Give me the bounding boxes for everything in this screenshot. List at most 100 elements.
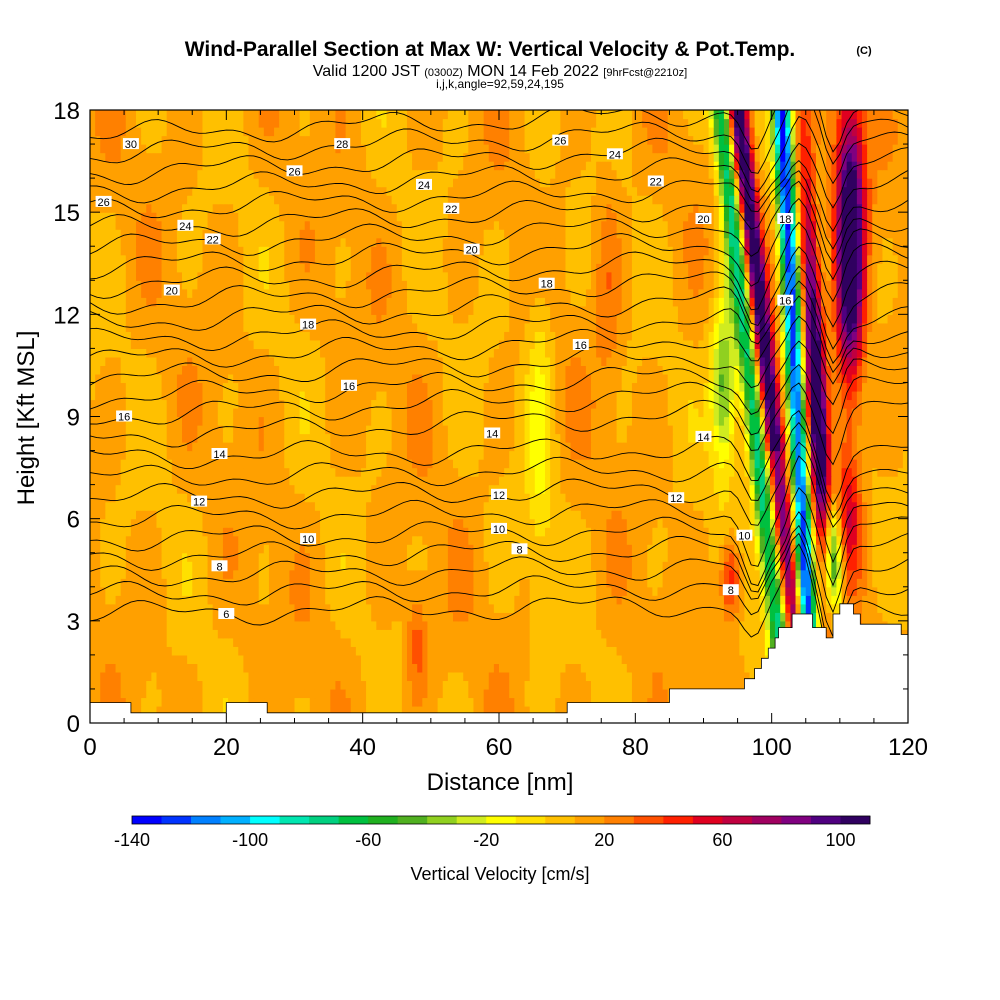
- field-cell: [95, 688, 101, 699]
- field-cell: [585, 561, 592, 571]
- field-cell: [432, 535, 439, 545]
- field-cell: [723, 654, 730, 664]
- field-cell: [156, 578, 163, 588]
- field-cell: [105, 561, 112, 571]
- field-cell: [713, 578, 720, 588]
- field-cell: [478, 595, 485, 605]
- field-cell: [534, 705, 541, 716]
- field-cell: [345, 569, 352, 579]
- field-cell: [831, 484, 838, 494]
- field-cell: [202, 603, 209, 613]
- field-cell: [151, 561, 158, 571]
- field-cell: [560, 501, 567, 511]
- field-cell: [274, 476, 280, 486]
- field-cell: [192, 535, 198, 545]
- field-cell: [258, 544, 265, 554]
- field-cell: [432, 569, 439, 579]
- field-cell: [473, 671, 480, 682]
- field-cell: [499, 561, 505, 571]
- field-cell: [166, 510, 173, 520]
- field-cell: [775, 629, 781, 639]
- field-cell: [499, 688, 505, 699]
- field-cell: [545, 705, 551, 716]
- field-cell: [514, 646, 521, 656]
- field-cell: [841, 467, 848, 477]
- field-cell: [677, 544, 684, 554]
- field-cell: [585, 595, 592, 605]
- field-cell: [447, 476, 454, 486]
- field-cell: [376, 663, 383, 673]
- field-cell: [130, 527, 137, 537]
- field-cell: [611, 552, 618, 562]
- field-cell: [519, 535, 526, 545]
- field-cell: [187, 595, 193, 605]
- field-cell: [268, 484, 275, 494]
- field-cell: [555, 493, 561, 503]
- field-cell: [268, 493, 275, 503]
- field-cell: [187, 680, 193, 690]
- field-cell: [560, 569, 567, 579]
- field-cell: [130, 697, 137, 707]
- field-cell: [693, 544, 699, 554]
- field-cell: [570, 646, 577, 656]
- field-cell: [836, 586, 843, 596]
- field-cell: [376, 705, 383, 716]
- field-cell: [110, 612, 117, 622]
- field-cell: [314, 586, 321, 596]
- field-cell: [371, 671, 377, 682]
- field-cell: [141, 671, 147, 682]
- field-cell: [146, 493, 152, 503]
- field-cell: [652, 654, 659, 664]
- field-cell: [524, 569, 531, 579]
- field-cell: [125, 671, 132, 682]
- field-cell: [872, 510, 878, 520]
- field-cell: [683, 552, 689, 562]
- field-cell: [488, 705, 495, 716]
- field-cell: [391, 493, 398, 503]
- field-cell: [601, 467, 607, 477]
- field-cell: [90, 603, 96, 613]
- field-cell: [591, 527, 597, 537]
- field-cell: [299, 680, 306, 690]
- field-cell: [688, 476, 694, 486]
- field-cell: [294, 535, 301, 545]
- field-cell: [785, 501, 792, 511]
- field-cell: [376, 510, 383, 520]
- field-cell: [325, 705, 331, 716]
- field-cell: [350, 603, 357, 613]
- field-cell: [238, 680, 244, 690]
- field-cell: [90, 544, 96, 554]
- field-cell: [263, 484, 270, 494]
- field-cell: [621, 654, 628, 664]
- field-cell: [642, 654, 648, 664]
- field-cell: [325, 510, 331, 520]
- field-cell: [146, 450, 152, 460]
- field-cell: [637, 544, 643, 554]
- field-cell: [366, 620, 372, 630]
- field-cell: [892, 586, 899, 596]
- field-cell: [647, 629, 653, 639]
- field-cell: [611, 476, 618, 486]
- field-cell: [580, 467, 587, 477]
- field-cell: [166, 467, 173, 477]
- field-cell: [381, 544, 388, 554]
- field-cell: [325, 493, 331, 503]
- field-cell: [222, 663, 229, 673]
- field-cell: [499, 569, 505, 579]
- field-cell: [182, 561, 188, 571]
- field-cell: [488, 476, 495, 486]
- field-cell: [539, 612, 546, 622]
- field-cell: [514, 612, 521, 622]
- field-cell: [626, 680, 633, 690]
- field-cell: [677, 586, 684, 596]
- field-cell: [759, 544, 766, 554]
- field-cell: [488, 612, 495, 622]
- field-cell: [657, 663, 664, 673]
- field-cell: [458, 603, 464, 613]
- field-cell: [601, 578, 607, 588]
- field-cell: [698, 561, 705, 571]
- field-cell: [366, 510, 372, 520]
- field-cell: [810, 467, 817, 477]
- field-cell: [146, 518, 152, 528]
- field-cell: [248, 697, 255, 707]
